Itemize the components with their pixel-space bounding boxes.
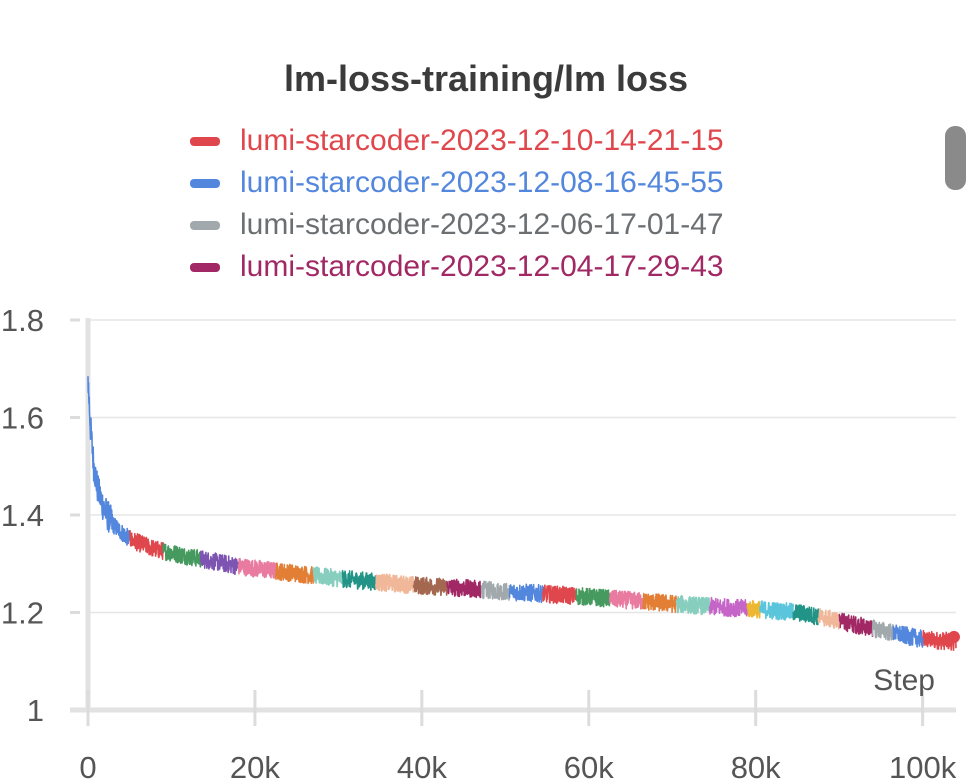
- series-line: [642, 592, 678, 613]
- series-line: [575, 587, 611, 608]
- legend-swatch: [190, 178, 220, 188]
- series-line: [446, 578, 482, 599]
- series-line: [375, 573, 415, 594]
- series-line: [237, 557, 277, 579]
- chart-title: lm-loss-training/lm loss: [283, 58, 689, 99]
- x-tick-label: 20k: [230, 750, 280, 783]
- series-line: [412, 576, 448, 597]
- chart-legend: lumi-starcoder-2023-12-10-14-21-15 lumi-…: [190, 120, 724, 288]
- axes: [70, 318, 956, 726]
- legend-entry[interactable]: lumi-starcoder-2023-12-04-17-29-43: [190, 246, 724, 288]
- x-axis-label: Step: [873, 664, 935, 697]
- series-line: [675, 594, 711, 616]
- x-tick-label: 60k: [564, 750, 614, 783]
- series-line: [542, 584, 578, 605]
- series-line: [312, 566, 344, 588]
- x-tick-label: 80k: [731, 750, 781, 783]
- x-tick-label: 100k: [889, 750, 957, 783]
- series-line: [871, 619, 895, 641]
- last-point-marker: [948, 630, 960, 643]
- series-line: [817, 608, 840, 630]
- x-tick-label: 40k: [397, 750, 447, 783]
- series-line: [128, 529, 164, 560]
- y-tick-label: 1.6: [1, 401, 44, 436]
- legend-label: lumi-starcoder-2023-12-04-17-29-43: [240, 250, 724, 283]
- series-line: [479, 580, 511, 601]
- legend-entry[interactable]: lumi-starcoder-2023-12-10-14-21-15: [190, 120, 724, 162]
- legend-label: lumi-starcoder-2023-12-06-17-01-47: [240, 208, 724, 241]
- legend-label: lumi-starcoder-2023-12-10-14-21-15: [240, 124, 724, 157]
- y-tick-label: 1: [27, 693, 44, 728]
- series-line: [608, 589, 644, 610]
- legend-label: lumi-starcoder-2023-12-08-16-45-55: [240, 166, 724, 199]
- series-lines: [87, 376, 960, 651]
- series-line: [792, 604, 820, 626]
- legend-scrollbar-handle[interactable]: [945, 126, 966, 190]
- series-line: [275, 562, 315, 585]
- series-line: [341, 570, 377, 591]
- series-line: [162, 543, 202, 568]
- axis-labels: 1 1.2 1.4 1.6 1.8 0 20k 40k 60k 80k 100k Step: [1, 303, 957, 783]
- series-line: [759, 600, 795, 621]
- legend-entry[interactable]: lumi-starcoder-2023-12-06-17-01-47: [190, 204, 724, 246]
- series-line: [892, 624, 924, 648]
- series-line: [87, 376, 131, 546]
- series-line: [508, 583, 544, 604]
- legend-entry[interactable]: lumi-starcoder-2023-12-08-16-45-55: [190, 162, 724, 204]
- legend-swatch: [190, 220, 220, 230]
- series-line: [838, 612, 874, 637]
- series-line: [709, 596, 749, 618]
- legend-swatch: [190, 262, 220, 272]
- x-tick-label: 0: [79, 750, 96, 783]
- series-line: [199, 550, 239, 575]
- series-line: [746, 599, 761, 619]
- y-tick-label: 1.2: [1, 596, 44, 631]
- y-tick-label: 1.8: [1, 303, 44, 338]
- y-tick-label: 1.4: [1, 498, 44, 533]
- legend-swatch: [190, 136, 220, 146]
